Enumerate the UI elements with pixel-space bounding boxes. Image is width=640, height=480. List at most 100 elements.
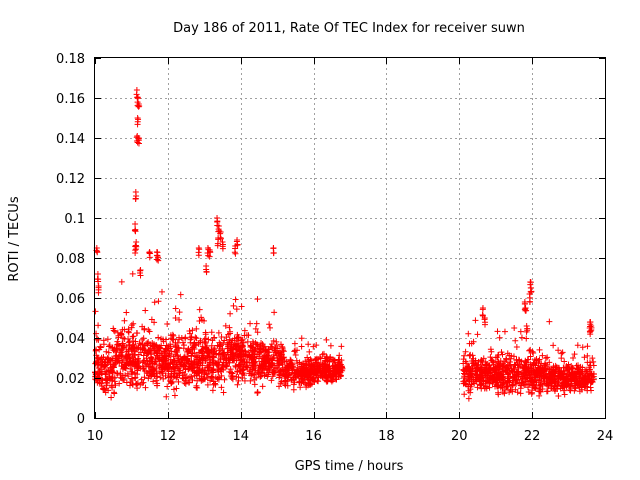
data-point: [153, 361, 160, 368]
data-point: [179, 372, 186, 379]
data-point: [212, 374, 219, 381]
data-point: [333, 373, 340, 380]
data-point: [306, 361, 313, 368]
data-point: [176, 336, 183, 343]
data-point: [293, 357, 300, 364]
data-point: [276, 361, 283, 368]
data-point: [323, 336, 330, 343]
data-point: [151, 299, 158, 306]
data-point: [521, 301, 528, 308]
data-point: [560, 364, 567, 371]
data-point: [519, 375, 526, 382]
data-point: [202, 358, 209, 365]
data-point: [262, 362, 269, 369]
data-point: [512, 378, 519, 385]
data-point: [288, 376, 295, 383]
data-point: [150, 342, 157, 349]
data-point: [130, 347, 137, 354]
data-point: [536, 377, 543, 384]
data-point: [503, 355, 510, 362]
data-point: [233, 357, 240, 364]
data-point: [108, 394, 115, 401]
data-point: [194, 377, 201, 384]
data-point: [201, 369, 208, 376]
data-point: [464, 376, 471, 383]
data-point: [485, 377, 492, 384]
data-point: [483, 385, 490, 392]
data-point: [230, 302, 237, 309]
data-point: [462, 348, 469, 355]
data-point: [174, 374, 181, 381]
data-point: [238, 303, 245, 310]
data-point: [233, 238, 240, 245]
data-point: [465, 377, 472, 384]
data-point: [574, 342, 581, 349]
data-point: [301, 372, 308, 379]
data-point: [157, 374, 164, 381]
data-point: [315, 378, 322, 385]
data-point: [95, 322, 102, 329]
x-tick-label: 22: [524, 429, 541, 444]
data-point: [259, 383, 266, 390]
data-point: [115, 341, 122, 348]
data-point: [577, 368, 584, 375]
data-point: [114, 338, 121, 345]
data-point: [227, 366, 234, 373]
data-point: [206, 253, 213, 260]
data-point: [559, 381, 566, 388]
data-point: [513, 369, 520, 376]
data-point: [110, 327, 117, 334]
data-point: [325, 364, 332, 371]
data-point: [271, 309, 278, 316]
data-point: [523, 374, 530, 381]
data-point: [229, 356, 236, 363]
data-point: [168, 379, 175, 386]
data-point: [225, 351, 232, 358]
data-point: [331, 357, 338, 364]
data-point: [117, 330, 124, 337]
data-point: [511, 366, 518, 373]
data-point: [482, 319, 489, 326]
data-point: [541, 362, 548, 369]
data-point: [204, 352, 211, 359]
data-point: [180, 342, 187, 349]
data-point: [187, 330, 194, 337]
data-point: [167, 356, 174, 363]
data-point: [111, 374, 118, 381]
data-point: [211, 334, 218, 341]
data-point: [268, 341, 275, 348]
data-point: [206, 348, 213, 355]
data-point: [129, 359, 136, 366]
data-point: [244, 354, 251, 361]
data-point: [509, 388, 516, 395]
data-point: [135, 137, 142, 144]
data-point: [157, 345, 164, 352]
data-point: [493, 366, 500, 373]
data-point: [576, 373, 583, 380]
data-point: [134, 371, 141, 378]
x-tick-label: 12: [160, 429, 177, 444]
data-point: [217, 235, 224, 242]
data-point: [588, 378, 595, 385]
data-point: [335, 356, 342, 363]
data-point: [498, 349, 505, 356]
data-point: [313, 359, 320, 366]
data-point: [291, 340, 298, 347]
data-point: [239, 359, 246, 366]
data-point: [243, 363, 250, 370]
y-axis-label: ROTI / TECUs: [7, 196, 22, 281]
data-point: [216, 227, 223, 234]
data-point: [155, 298, 162, 305]
data-point: [518, 379, 525, 386]
data-point: [494, 363, 501, 370]
data-point: [182, 380, 189, 387]
data-point: [552, 362, 559, 369]
x-tick-label: 24: [597, 429, 614, 444]
data-point: [130, 320, 137, 327]
data-point: [191, 342, 198, 349]
data-point: [174, 352, 181, 359]
data-point: [95, 284, 102, 291]
data-point: [208, 374, 215, 381]
data-point: [129, 350, 136, 357]
